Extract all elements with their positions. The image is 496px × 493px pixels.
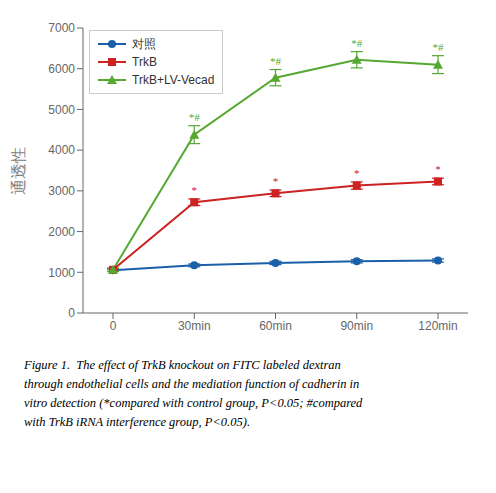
- svg-text:*: *: [273, 175, 279, 187]
- svg-text:0: 0: [110, 319, 117, 333]
- svg-text:5000: 5000: [48, 103, 75, 117]
- svg-text:*#: *#: [270, 55, 282, 67]
- svg-text:3000: 3000: [48, 184, 75, 198]
- svg-text:通透性: 通透性: [10, 147, 27, 195]
- html-text:vitro detection (*compared wit: vitro detection (*compared with control …: [24, 396, 363, 410]
- svg-text:30min: 30min: [178, 319, 211, 333]
- svg-text:*#: *#: [433, 41, 445, 53]
- svg-text:120min: 120min: [418, 319, 457, 333]
- html-text:Figure 1. The effect of TrkB k: Figure 1. The effect of TrkB knockout on…: [24, 358, 341, 372]
- svg-text:60min: 60min: [259, 319, 292, 333]
- html-text:with TrkB iRNA interference gr: with TrkB iRNA interference group, P<0.0…: [24, 415, 250, 429]
- svg-text:6000: 6000: [48, 62, 75, 76]
- svg-text:90min: 90min: [340, 319, 373, 333]
- svg-text:*: *: [435, 163, 441, 175]
- svg-text:4000: 4000: [48, 143, 75, 157]
- svg-text:1000: 1000: [48, 266, 75, 280]
- html-text:TrkB+LV-Vecad: TrkB+LV-Vecad: [132, 73, 215, 87]
- svg-text:*#: *#: [189, 111, 201, 123]
- svg-text:0: 0: [68, 306, 75, 320]
- html-text:TrkB: TrkB: [132, 55, 157, 69]
- html-text:through endothelial cells and: through endothelial cells and the mediat…: [24, 377, 360, 391]
- svg-text:*: *: [192, 184, 198, 196]
- svg-text:2000: 2000: [48, 225, 75, 239]
- svg-text:*: *: [354, 167, 360, 179]
- svg-text:*#: *#: [351, 37, 363, 49]
- html-text:对照: 对照: [132, 37, 156, 51]
- svg-text:7000: 7000: [48, 21, 75, 35]
